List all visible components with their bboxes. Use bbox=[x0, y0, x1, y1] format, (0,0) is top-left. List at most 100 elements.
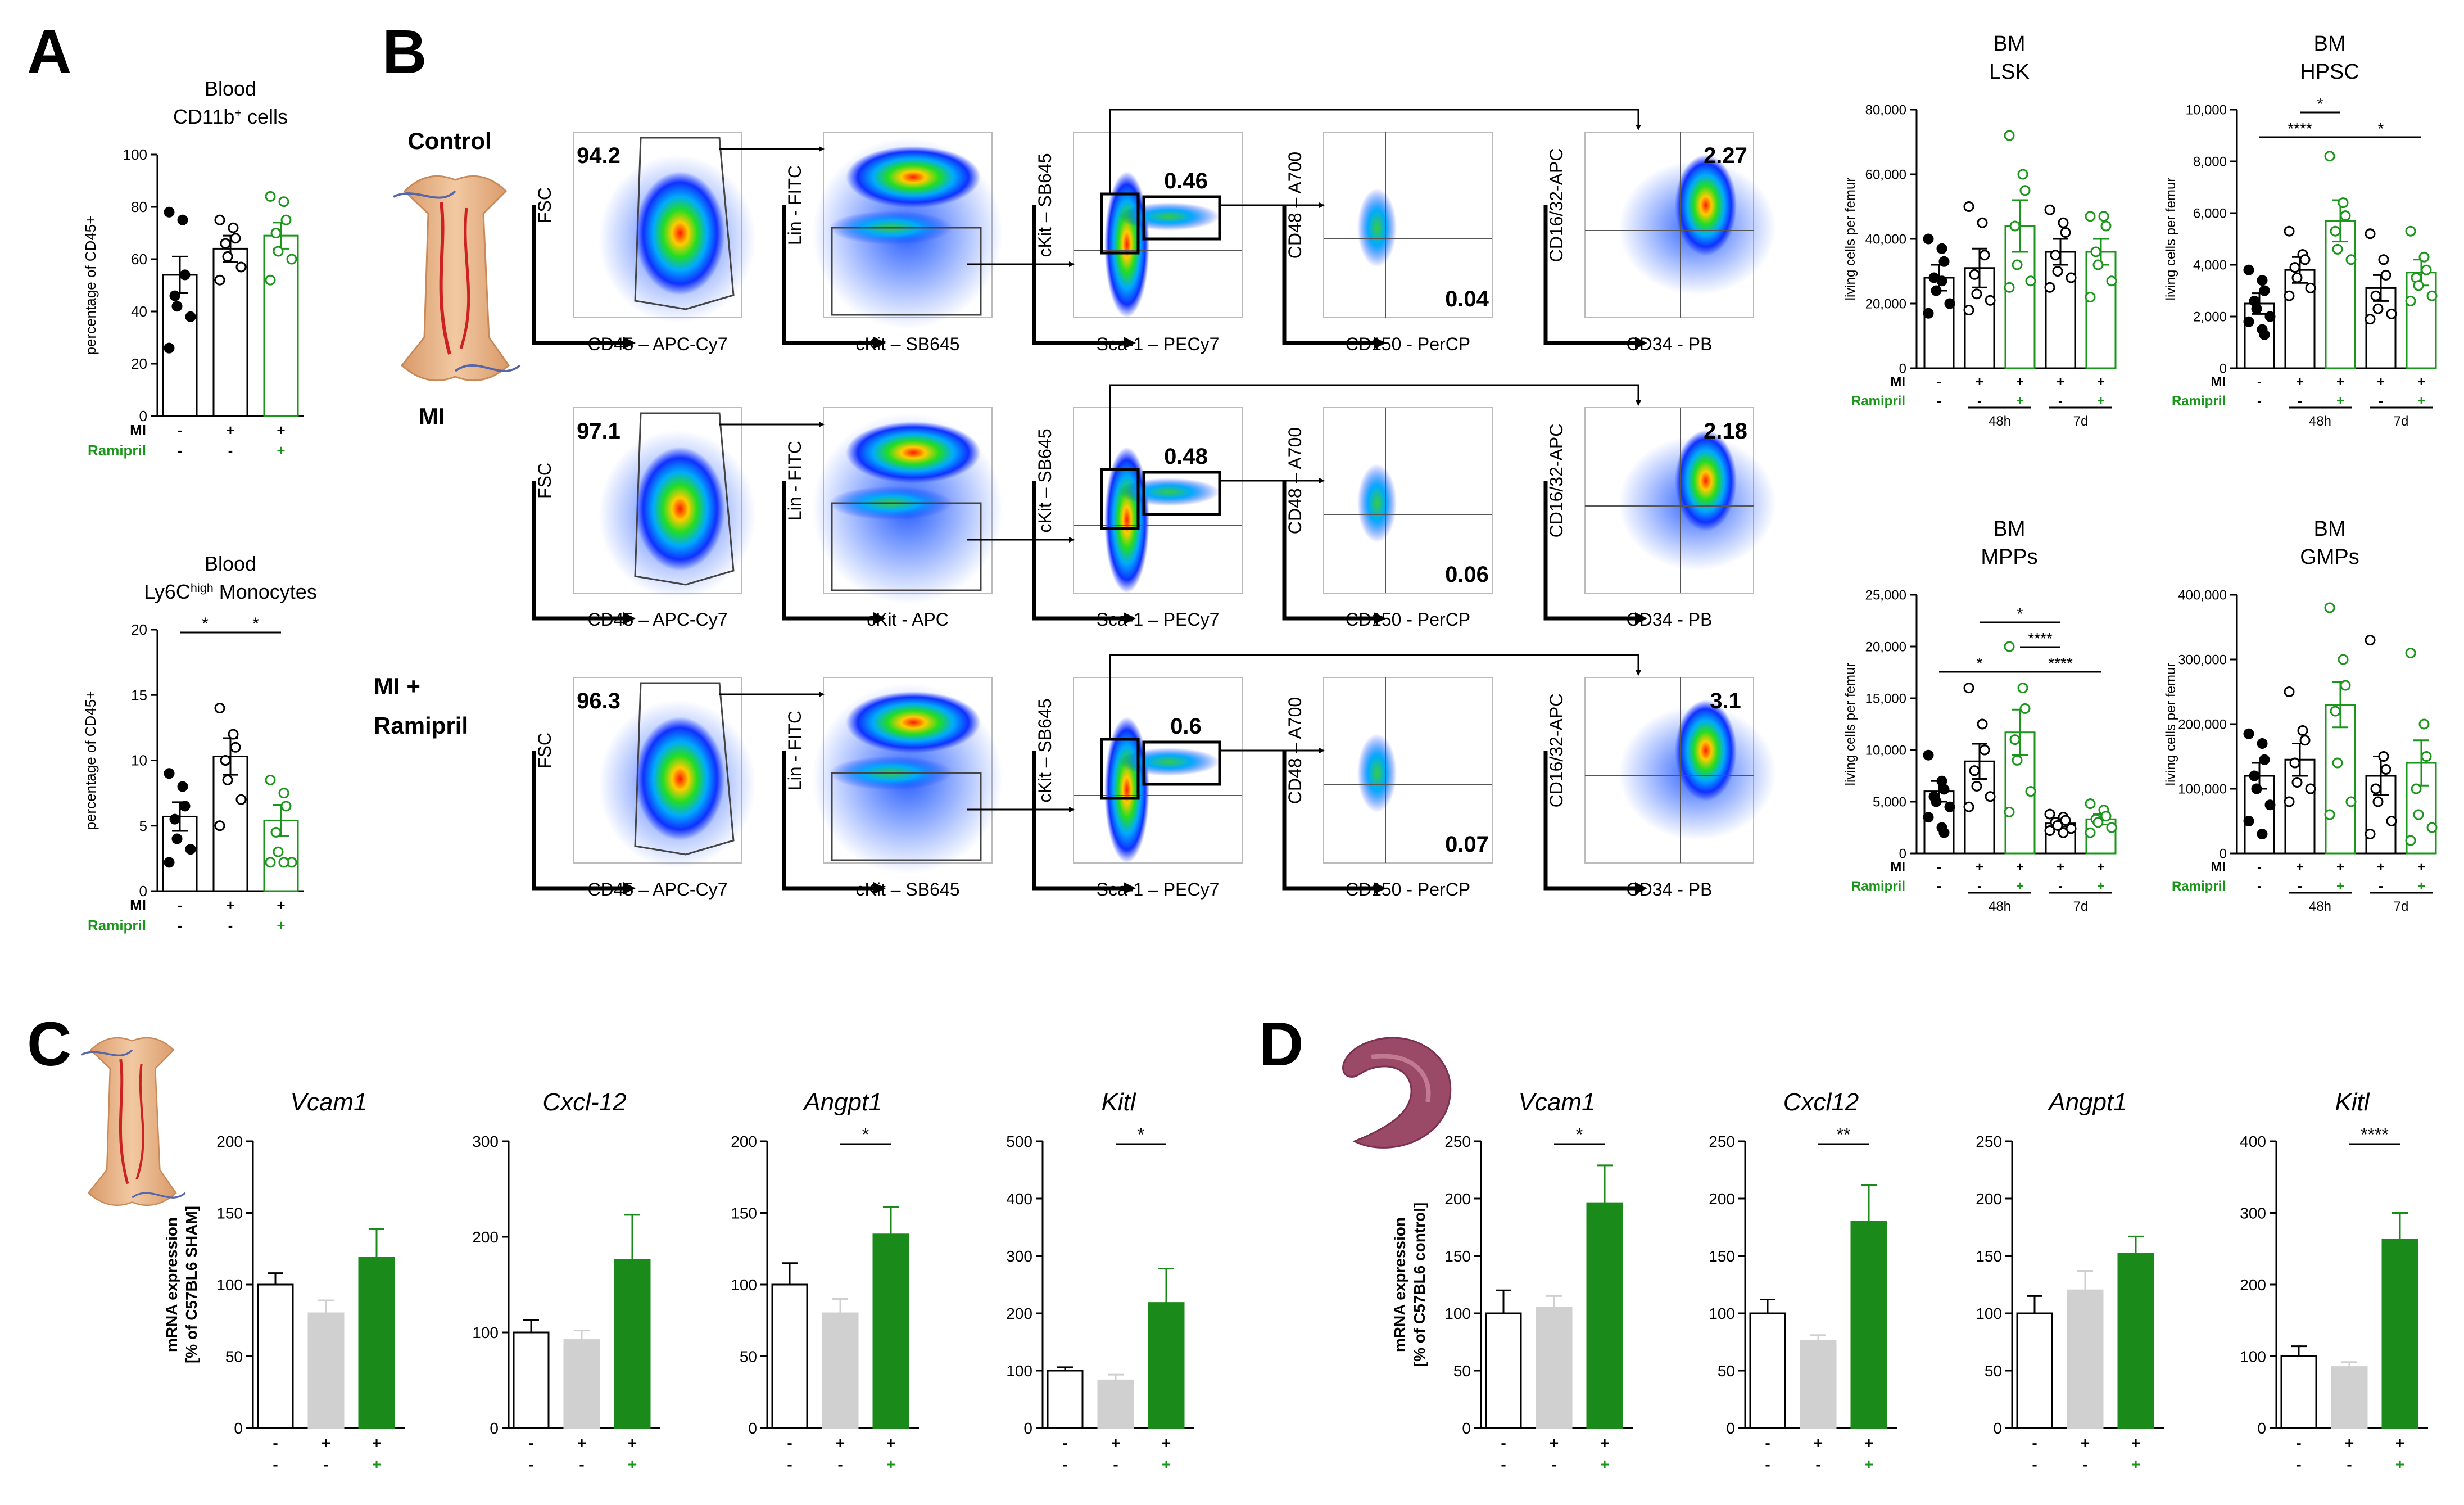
mi-sign: - bbox=[2257, 860, 2262, 875]
ramipril-sign: - bbox=[1937, 394, 1941, 409]
mi-row-label: MI bbox=[2211, 860, 2226, 875]
data-point bbox=[2264, 799, 2276, 811]
data-point bbox=[2332, 757, 2343, 769]
density-cloud bbox=[635, 447, 725, 571]
axis-label-y: Lin - FITC bbox=[785, 711, 805, 790]
y-tick-label: 250 bbox=[1709, 1133, 1735, 1150]
ramipril-sign: + bbox=[1162, 1456, 1171, 1473]
chart-title: Kitl bbox=[1101, 1088, 1136, 1116]
pct-lsk: 0.46 bbox=[1164, 169, 1208, 193]
data-point bbox=[2050, 250, 2061, 261]
mi-sign: + bbox=[2336, 860, 2344, 875]
mi-sign: + bbox=[1814, 1434, 1823, 1452]
y-tick-label: 20 bbox=[131, 355, 147, 372]
ramipril-sign: - bbox=[2298, 879, 2302, 894]
ramipril-sign: - bbox=[579, 1456, 584, 1473]
mi-sign: + bbox=[1550, 1434, 1559, 1452]
group-label-48h: 48h bbox=[2309, 899, 2331, 914]
data-point bbox=[2257, 829, 2268, 839]
data-point bbox=[2340, 210, 2351, 222]
data-point bbox=[185, 311, 196, 322]
sig-label: * bbox=[862, 1124, 869, 1145]
data-point bbox=[2421, 264, 2432, 275]
flow-plot-2-5: 2.18 CD16/32-APC CD34 - PB bbox=[1543, 407, 1776, 630]
chart-title: BM bbox=[1994, 32, 2026, 56]
data-point bbox=[214, 703, 225, 713]
ramipril-sign: - bbox=[1765, 1456, 1770, 1473]
axis-label-x: Sca-1 – PECy7 bbox=[1097, 609, 1220, 630]
data-point bbox=[179, 269, 191, 281]
mi-sign: + bbox=[886, 1434, 895, 1452]
data-point bbox=[2009, 734, 2021, 745]
bar bbox=[2085, 251, 2117, 369]
data-point bbox=[1936, 243, 1947, 254]
mi-sign: + bbox=[2097, 374, 2105, 390]
y-tick-label: 100 bbox=[1006, 1362, 1032, 1380]
bar bbox=[263, 234, 299, 417]
bar bbox=[1749, 1312, 1786, 1429]
bar bbox=[2117, 1253, 2154, 1429]
ramipril-row-label: Ramipril bbox=[1851, 879, 1905, 894]
gate-polygon bbox=[634, 137, 735, 310]
mi-sign: + bbox=[226, 422, 234, 439]
y-tick-label: 80,000 bbox=[1865, 102, 1906, 117]
axis-label-x: Sca-1 – PECy7 bbox=[1097, 879, 1220, 900]
bar bbox=[872, 1233, 909, 1429]
bar bbox=[1850, 1221, 1887, 1429]
y-axis-label: living cells per femur bbox=[2163, 178, 2178, 301]
data-point bbox=[2380, 764, 2391, 775]
density-cloud bbox=[1118, 478, 1220, 506]
y-tick-label: 50 bbox=[1718, 1362, 1735, 1380]
data-point bbox=[2025, 275, 2036, 287]
pct-cd45: 94.2 bbox=[577, 143, 620, 168]
mi-sign: + bbox=[2131, 1434, 2140, 1452]
y-tick-label: 500 bbox=[1006, 1133, 1032, 1150]
y-tick-label: 0 bbox=[234, 1420, 243, 1437]
y-tick-label: 6,000 bbox=[2193, 206, 2227, 221]
axis-arrow bbox=[782, 751, 886, 894]
spleen-illustration-icon bbox=[1342, 1037, 1452, 1149]
bar bbox=[1148, 1302, 1185, 1429]
y-tick-label: 200 bbox=[1709, 1190, 1735, 1208]
pct-lsk: 0.48 bbox=[1164, 444, 1208, 469]
data-point bbox=[2380, 269, 2391, 281]
axis-arrow bbox=[1032, 481, 1136, 625]
chart-subtitle: CD11b+ cells bbox=[173, 105, 288, 128]
mi-sign: + bbox=[577, 1434, 586, 1452]
mi-sign: - bbox=[1937, 860, 1941, 875]
data-point bbox=[2413, 280, 2424, 291]
data-point bbox=[2257, 275, 2268, 286]
data-point bbox=[2299, 735, 2311, 746]
data-point bbox=[214, 820, 225, 831]
y-tick-label: 300 bbox=[1006, 1248, 1032, 1265]
y-tick-label: 200 bbox=[1976, 1190, 2002, 1208]
data-point bbox=[1931, 285, 1942, 296]
y-tick-label: 20 bbox=[131, 621, 147, 638]
ramipril-row-label: Ramipril bbox=[88, 442, 146, 459]
density-cloud bbox=[1118, 748, 1220, 776]
chart-title: Vcam1 bbox=[1519, 1088, 1596, 1116]
axis-label-x: CD150 - PerCP bbox=[1346, 879, 1470, 900]
data-point bbox=[280, 214, 292, 225]
group-label-7d: 7d bbox=[2073, 899, 2089, 914]
y-tick-label: 10,000 bbox=[1865, 743, 1906, 758]
chart-subtitle: MPPs bbox=[1981, 545, 2037, 569]
data-point bbox=[2257, 738, 2268, 749]
mi-sign: + bbox=[277, 422, 285, 439]
y-tick-label: 0 bbox=[2220, 846, 2227, 861]
data-point bbox=[1977, 718, 1988, 730]
axis-label-x: Sca-1 – PECy7 bbox=[1097, 334, 1220, 354]
bar bbox=[2365, 287, 2397, 369]
axis-arrow bbox=[532, 481, 636, 625]
chart-title: Angpt1 bbox=[2047, 1088, 2127, 1116]
bar bbox=[513, 1331, 550, 1429]
y-tick-label: 50 bbox=[225, 1348, 243, 1365]
chart-C3: Angpt1 0 50 100 150 200 - - + - + + * bbox=[731, 1088, 919, 1473]
data-point bbox=[1923, 308, 1934, 319]
bar bbox=[307, 1312, 345, 1429]
chart-B4: BM GMPs 0 100,000 200,000 300,000 400,000 livin… bbox=[2163, 517, 2438, 914]
ramipril-sign: - bbox=[273, 1456, 278, 1473]
group-label-7d: 7d bbox=[2073, 414, 2089, 429]
y-tick-label: 20,000 bbox=[1865, 296, 1906, 311]
